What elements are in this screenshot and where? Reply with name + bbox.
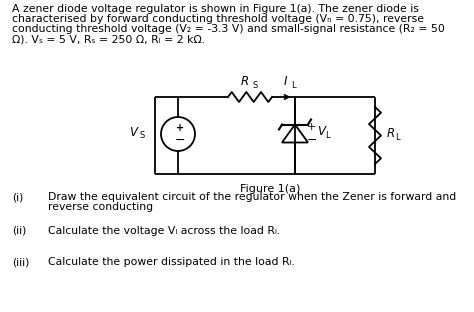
Text: Calculate the power dissipated in the load Rₗ.: Calculate the power dissipated in the lo… xyxy=(48,257,295,267)
Text: conducting threshold voltage (V₂ = -3.3 V) and small-signal resistance (R₂ = 50: conducting threshold voltage (V₂ = -3.3 … xyxy=(12,24,445,34)
Text: Ω). Vₛ = 5 V, Rₛ = 250 Ω, Rₗ = 2 kΩ.: Ω). Vₛ = 5 V, Rₛ = 250 Ω, Rₗ = 2 kΩ. xyxy=(12,34,205,44)
Text: Figure 1(a): Figure 1(a) xyxy=(240,184,300,194)
Text: (i): (i) xyxy=(12,192,23,202)
Text: (iii): (iii) xyxy=(12,257,29,267)
Text: S: S xyxy=(253,81,258,90)
Text: A zener diode voltage regulator is shown in Figure 1(a). The zener diode is: A zener diode voltage regulator is shown… xyxy=(12,4,419,14)
Text: S: S xyxy=(140,131,145,140)
Text: −: − xyxy=(175,134,185,147)
Text: R: R xyxy=(387,127,395,140)
Text: (ii): (ii) xyxy=(12,226,27,236)
Text: V: V xyxy=(129,125,137,139)
Text: +: + xyxy=(176,123,184,133)
Text: L: L xyxy=(325,131,329,140)
Text: −: − xyxy=(307,134,318,147)
Text: L: L xyxy=(292,81,296,90)
Text: characterised by forward conducting threshold voltage (Vₙ = 0.75), reverse: characterised by forward conducting thre… xyxy=(12,14,424,24)
Text: +: + xyxy=(307,121,316,131)
Text: reverse conducting: reverse conducting xyxy=(48,202,153,212)
Text: Calculate the voltage Vₗ across the load Rₗ.: Calculate the voltage Vₗ across the load… xyxy=(48,226,280,236)
Text: V: V xyxy=(317,125,325,138)
Text: I: I xyxy=(284,75,288,88)
Text: R: R xyxy=(241,75,249,88)
Text: L: L xyxy=(395,133,400,142)
Text: Draw the equivalent circuit of the regulator when the Zener is forward and: Draw the equivalent circuit of the regul… xyxy=(48,192,456,202)
